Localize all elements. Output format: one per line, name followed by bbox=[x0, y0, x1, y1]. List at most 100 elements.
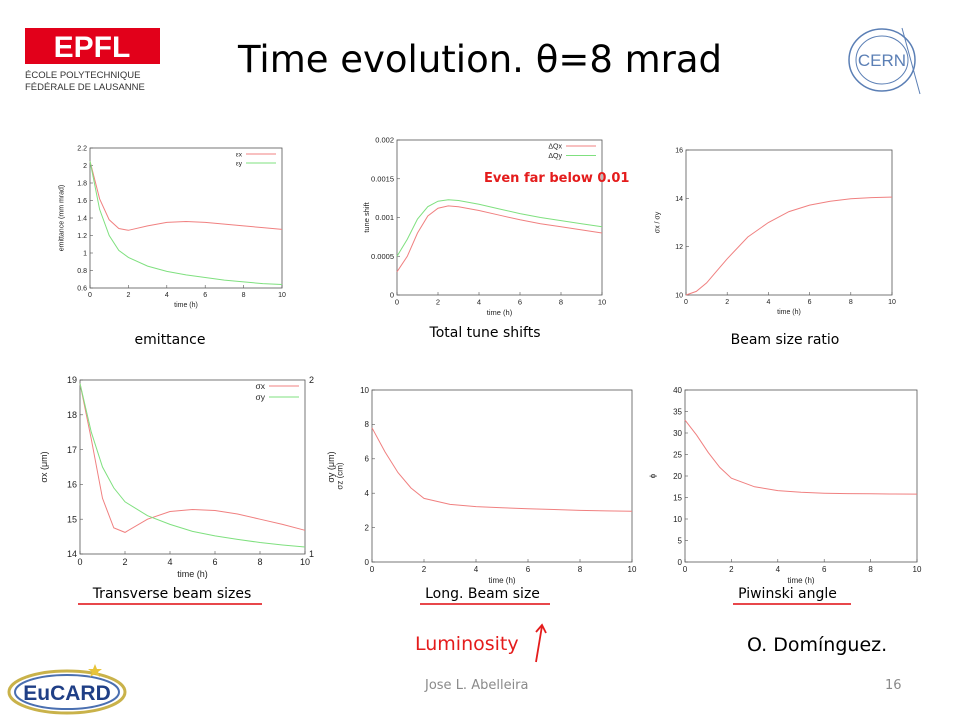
beam-size-ratio-plot: 0 2 4 6 8 10 10 12 14 16 time (h) σx / σy bbox=[655, 147, 896, 316]
y-tick-label: 1.2 bbox=[77, 233, 87, 240]
y-tick-label: 0.002 bbox=[375, 136, 394, 145]
plot-frame bbox=[685, 149, 893, 296]
legend-label: σx bbox=[256, 381, 266, 391]
legend-label: εy bbox=[236, 160, 243, 167]
svg-text:EPFL: EPFL bbox=[54, 31, 131, 64]
x-tick-label: 4 bbox=[766, 299, 770, 306]
x-tick-label: 0 bbox=[370, 565, 375, 574]
legend-label: ΔQy bbox=[548, 153, 562, 160]
y-tick-label: 8 bbox=[365, 420, 370, 429]
x-tick-label: 2 bbox=[729, 565, 734, 574]
x-tick-label: 8 bbox=[559, 298, 563, 307]
x-tick-label: 4 bbox=[776, 565, 781, 574]
caption-tune-shifts: Total tune shifts bbox=[429, 325, 541, 341]
y-tick-label: 2.2 bbox=[77, 145, 87, 152]
y-tick-label: 16 bbox=[67, 480, 77, 490]
series-line bbox=[685, 196, 893, 296]
y-axis-label: tune shift bbox=[362, 201, 371, 232]
y-axis-label: σx / σy bbox=[655, 211, 662, 233]
x-tick-label: 10 bbox=[913, 565, 922, 574]
y-tick-label: 15 bbox=[673, 493, 682, 502]
y-tick-label: 2 bbox=[365, 523, 370, 532]
cern-logo: CERN bbox=[842, 22, 924, 97]
x-tick-label: 10 bbox=[628, 565, 637, 574]
underline-transverse bbox=[78, 603, 262, 605]
tune-shift-plot: 0 2 4 6 8 10 0 0.0005 0.001 0.0015 0.002 time (h) tu… bbox=[362, 136, 606, 317]
caption-long-beam-size: Long. Beam size bbox=[425, 586, 540, 602]
y-tick-label: 0 bbox=[390, 291, 394, 300]
y-tick-label: 5 bbox=[678, 536, 683, 545]
series-line bbox=[371, 427, 633, 512]
y-tick-label: 4 bbox=[365, 489, 370, 498]
y-tick-label: 40 bbox=[673, 386, 682, 395]
svg-text:EuCARD: EuCARD bbox=[23, 682, 111, 705]
series-line bbox=[396, 199, 603, 257]
series-line bbox=[396, 205, 603, 273]
y-tick-label: 1.8 bbox=[77, 180, 87, 187]
y-axis-label: σx (μm) bbox=[39, 451, 49, 482]
x-tick-label: 6 bbox=[526, 565, 531, 574]
y-tick-label: 1.4 bbox=[77, 215, 87, 222]
y-tick-label: 0.0015 bbox=[371, 174, 394, 183]
x-axis-label: time (h) bbox=[177, 569, 208, 579]
x-tick-label: 0 bbox=[684, 299, 688, 306]
caption-beam-size-ratio: Beam size ratio bbox=[730, 332, 840, 348]
x-tick-label: 8 bbox=[849, 299, 853, 306]
x-axis-label: time (h) bbox=[787, 576, 814, 585]
y-right-tick-label: 2 bbox=[309, 375, 314, 385]
x-tick-label: 6 bbox=[518, 298, 522, 307]
svg-text:FÉDÉRALE DE LAUSANNE: FÉDÉRALE DE LAUSANNE bbox=[25, 82, 145, 92]
transverse-beam-sizes-plot: 0 2 4 6 8 10 14 15 16 17 18 19 1 2 time (h) σx (μm) σy (… bbox=[39, 375, 336, 579]
plot-frame bbox=[89, 147, 283, 289]
x-tick-label: 0 bbox=[88, 292, 92, 299]
y-tick-label: 1.6 bbox=[77, 198, 87, 205]
y-tick-label: 0.8 bbox=[77, 268, 87, 275]
svg-text:CERN: CERN bbox=[858, 51, 906, 70]
plot-frame bbox=[79, 379, 306, 555]
piwinski-angle-plot: 0 2 4 6 8 10 0 5 10 15 20 25 30 35 40 time (h) ϕ bbox=[648, 386, 922, 585]
series-line bbox=[89, 161, 283, 285]
caption-emittance: emittance bbox=[134, 332, 206, 348]
y-tick-label: 20 bbox=[673, 472, 682, 481]
x-tick-label: 0 bbox=[683, 565, 688, 574]
footer-author: Jose L. Abelleira bbox=[425, 678, 529, 693]
y-axis-label: σz (cm) bbox=[335, 462, 344, 489]
y-tick-label: 15 bbox=[67, 514, 77, 524]
svg-text:ÉCOLE POLYTECHNIQUE: ÉCOLE POLYTECHNIQUE bbox=[25, 70, 140, 81]
x-tick-label: 2 bbox=[725, 299, 729, 306]
y-axis-label: emittance (mm mrad) bbox=[59, 185, 66, 252]
y-tick-label: 17 bbox=[67, 445, 77, 455]
luminosity-label: Luminosity bbox=[415, 633, 519, 655]
x-tick-label: 2 bbox=[422, 565, 427, 574]
y-tick-label: 18 bbox=[67, 410, 77, 420]
y-tick-label: 0 bbox=[678, 558, 683, 567]
x-axis-label: time (h) bbox=[174, 302, 198, 309]
epfl-logo: EPFL ÉCOLE POLYTECHNIQUE FÉDÉRALE DE LAU… bbox=[25, 28, 160, 93]
series-line bbox=[79, 383, 306, 533]
y-tick-label: 16 bbox=[675, 147, 683, 154]
legend-label: εx bbox=[236, 151, 243, 158]
y-tick-label: 0.0005 bbox=[371, 252, 394, 261]
x-tick-label: 0 bbox=[77, 557, 82, 567]
y-tick-label: 25 bbox=[673, 450, 682, 459]
caption-piwinski-angle: Piwinski angle bbox=[738, 586, 837, 602]
x-tick-label: 4 bbox=[477, 298, 481, 307]
long-beam-size-plot: 0 2 4 6 8 10 0 2 4 6 8 10 time (h) σz (cm) bbox=[335, 386, 637, 585]
x-tick-label: 6 bbox=[212, 557, 217, 567]
author-name: O. Domínguez. bbox=[747, 634, 888, 656]
y-axis-label: ϕ bbox=[648, 473, 657, 478]
x-tick-label: 10 bbox=[278, 292, 286, 299]
x-tick-label: 10 bbox=[598, 298, 606, 307]
plot-frame bbox=[396, 139, 603, 296]
x-tick-label: 10 bbox=[300, 557, 310, 567]
y-tick-label: 12 bbox=[675, 244, 683, 251]
x-tick-label: 8 bbox=[868, 565, 873, 574]
x-axis-label: time (h) bbox=[777, 309, 801, 316]
y-tick-label: 10 bbox=[360, 386, 369, 395]
y-tick-label: 30 bbox=[673, 429, 682, 438]
y-tick-label: 19 bbox=[67, 375, 77, 385]
up-arrow-icon bbox=[528, 622, 548, 664]
x-tick-label: 8 bbox=[257, 557, 262, 567]
y-tick-label: 10 bbox=[675, 292, 683, 299]
y-tick-label: 1 bbox=[83, 250, 87, 257]
